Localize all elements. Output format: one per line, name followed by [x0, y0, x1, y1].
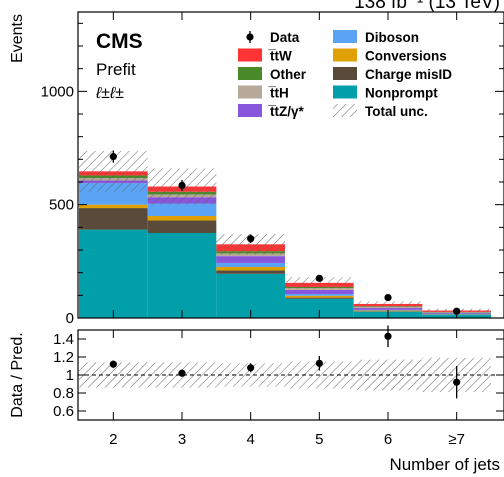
- legend-swatch: [333, 67, 357, 80]
- x-tick-label: ≥7: [448, 431, 465, 448]
- bar-nonprompt-1: [147, 233, 217, 318]
- legend-swatch: [238, 104, 262, 117]
- bar-conversions-1: [147, 216, 217, 221]
- bar-diboson-2: [216, 262, 285, 267]
- experiment-label: CMS: [96, 30, 143, 53]
- ratio-y-tick-label: 0.8: [53, 385, 74, 402]
- legend-data-label: Data: [270, 30, 300, 45]
- uncertainty-band-3: [285, 277, 354, 289]
- legend-unc-swatch: [333, 104, 357, 117]
- legend-swatch: [238, 48, 262, 62]
- legend-label: Diboson: [365, 30, 419, 45]
- x-tick-label: 4: [246, 431, 254, 448]
- ratio-y-axis: 0.60.811.21.4: [53, 331, 504, 420]
- bar-conversions-0: [79, 204, 148, 209]
- bar-chargemisid-3: [285, 297, 354, 299]
- ratio-point-5: [453, 378, 461, 386]
- x-tick-label: 5: [315, 431, 323, 448]
- ratio-point-0: [109, 360, 117, 368]
- y-tick-label: 1000: [41, 83, 74, 100]
- bar-ttz-4: [353, 308, 423, 310]
- y-tick-label: 0: [66, 310, 74, 327]
- legend-label: t̅tW: [268, 49, 292, 64]
- ratio-y-axis-title: Data / Pred.: [9, 332, 26, 417]
- x-tick-label: 3: [178, 431, 186, 448]
- x-tick-label: 6: [384, 431, 392, 448]
- data-point-2: [247, 235, 255, 243]
- bar-conversions-3: [285, 295, 354, 298]
- bar-tth-3: [285, 288, 354, 290]
- ratio-data-layer: [109, 325, 461, 399]
- bar-chargemisid-1: [147, 220, 217, 233]
- ratio-uncertainty-layer: [79, 357, 491, 393]
- legend-swatch: [333, 30, 357, 43]
- legend-swatch: [238, 67, 262, 80]
- legend-data-marker: [246, 33, 254, 41]
- main-panel: 0 500 1000: [41, 11, 504, 327]
- data-point-3: [315, 274, 323, 282]
- legend: Data t̅tW Other t̅tH t̅tZ/γ* Diboson Conversio…: [238, 30, 452, 119]
- x-tick-label: 2: [109, 431, 117, 448]
- y-axis-title: Events: [9, 14, 26, 63]
- ratio-point-1: [178, 369, 186, 377]
- ratio-x-axis: 2 3 4 5 6 ≥7: [109, 330, 465, 448]
- lumi-label: 138 fb⁻¹ (13 TeV): [354, 0, 500, 13]
- ratio-panel: 0.60.811.21.4 2 3 4 5 6 ≥7: [53, 325, 504, 448]
- main-y-axis: 0 500 1000: [41, 22, 504, 327]
- uncertainty-band-2: [216, 234, 285, 255]
- data-point-0: [109, 153, 117, 161]
- main-x-ticks: [112, 12, 458, 318]
- legend-label: t̅tH: [268, 86, 289, 101]
- legend-label: Conversions: [365, 49, 447, 64]
- ratio-point-3: [315, 359, 323, 367]
- ratio-point-2: [247, 364, 255, 372]
- bar-diboson-3: [285, 293, 354, 296]
- bar-diboson-1: [147, 203, 217, 216]
- ratio-unc-band-2: [216, 363, 285, 387]
- bar-nonprompt-0: [79, 229, 148, 318]
- legend-label: t̅tZ/γ*: [268, 104, 304, 119]
- data-point-1: [178, 181, 186, 189]
- x-axis-title: Number of jets: [389, 455, 500, 474]
- bar-tth-2: [216, 253, 285, 257]
- legend-label: Other: [270, 67, 307, 82]
- legend-swatch: [333, 85, 357, 99]
- ratio-y-tick-label: 0.6: [53, 403, 74, 420]
- data-point-4: [384, 294, 392, 302]
- ratio-y-tick-label: 1.2: [53, 349, 74, 366]
- ratio-y-tick-label: 1: [66, 367, 74, 384]
- bar-chargemisid-2: [216, 270, 285, 274]
- bar-chargemisid-0: [79, 208, 148, 230]
- status-label: Prefit: [96, 60, 136, 79]
- bar-conversions-2: [216, 267, 285, 271]
- bar-ttz-3: [285, 289, 354, 294]
- channel-label: ℓ±ℓ±: [95, 85, 124, 102]
- bar-ttz-2: [216, 256, 285, 263]
- main-frame: [77, 11, 504, 319]
- uncertainty-band-4: [353, 301, 423, 307]
- bar-nonprompt-3: [285, 298, 354, 318]
- legend-label: Charge misID: [365, 67, 452, 82]
- legend-label: Nonprompt: [365, 86, 438, 101]
- bar-tth-4: [353, 306, 423, 309]
- legend-unc-label: Total unc.: [365, 104, 428, 119]
- legend-swatch: [333, 48, 357, 62]
- legend-swatch: [238, 85, 262, 99]
- data-layer: [109, 150, 461, 315]
- y-tick-label: 500: [49, 197, 74, 214]
- ratio-y-tick-label: 1.4: [53, 331, 74, 348]
